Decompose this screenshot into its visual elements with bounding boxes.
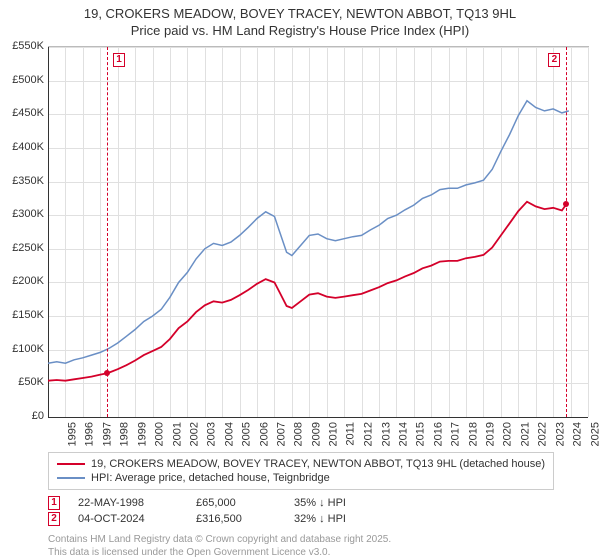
y-axis-label: £250K: [4, 242, 44, 254]
x-axis-label: 2003: [206, 422, 218, 446]
data-point-row: 2 04-OCT-2024 £316,500 32% ↓ HPI: [48, 512, 384, 526]
x-axis-label: 2000: [154, 422, 166, 446]
legend-swatch: [57, 463, 85, 465]
x-axis-label: 1995: [66, 422, 78, 446]
x-axis-label: 2022: [537, 422, 549, 446]
x-axis-label: 2008: [293, 422, 305, 446]
legend: 19, CROKERS MEADOW, BOVEY TRACEY, NEWTON…: [48, 452, 554, 490]
legend-text: HPI: Average price, detached house, Teig…: [91, 472, 330, 484]
x-axis-label: 2023: [554, 422, 566, 446]
y-axis-label: £100K: [4, 343, 44, 355]
x-axis-label: 2018: [467, 422, 479, 446]
data-point-marker: 2: [48, 512, 60, 526]
data-point-date: 22-MAY-1998: [78, 497, 178, 509]
marker-label-2: 2: [548, 53, 560, 67]
legend-text: 19, CROKERS MEADOW, BOVEY TRACEY, NEWTON…: [91, 458, 545, 470]
x-axis-label: 2009: [310, 422, 322, 446]
y-axis-label: £200K: [4, 275, 44, 287]
x-axis-label: 2017: [450, 422, 462, 446]
data-points-table: 1 22-MAY-1998 £65,000 35% ↓ HPI 2 04-OCT-2024…: [48, 494, 384, 528]
x-axis-label: 2013: [380, 422, 392, 446]
x-axis-label: 2005: [241, 422, 253, 446]
x-axis-label: 2012: [363, 422, 375, 446]
y-axis-label: £0: [4, 410, 44, 422]
y-axis-label: £50K: [4, 376, 44, 388]
footer-attribution: Contains HM Land Registry data © Crown c…: [48, 534, 391, 559]
series-price_paid: [48, 202, 566, 381]
marker-vline-1: [107, 47, 108, 417]
x-axis-label: 1996: [84, 422, 96, 446]
title-line-2: Price paid vs. HM Land Registry's House …: [131, 23, 469, 38]
data-point-price: £65,000: [196, 497, 276, 509]
marker-label-1: 1: [113, 53, 125, 67]
series-hpi: [48, 101, 569, 363]
data-point-pct: 35% ↓ HPI: [294, 497, 384, 509]
x-axis-label: 2024: [572, 422, 584, 446]
x-axis-label: 1997: [101, 422, 113, 446]
x-axis-label: 2016: [432, 422, 444, 446]
y-axis-label: £450K: [4, 107, 44, 119]
legend-row: 19, CROKERS MEADOW, BOVEY TRACEY, NEWTON…: [57, 457, 545, 471]
legend-swatch: [57, 477, 85, 479]
data-point-price: £316,500: [196, 513, 276, 525]
x-axis-label: 2010: [328, 422, 340, 446]
x-axis-label: 2011: [344, 422, 356, 446]
footer-line-1: Contains HM Land Registry data © Crown c…: [48, 534, 391, 545]
x-axis-label: 2006: [258, 422, 270, 446]
y-axis-label: £500K: [4, 74, 44, 86]
x-axis-label: 2001: [171, 422, 183, 446]
x-axis-label: 2007: [276, 422, 288, 446]
x-axis-label: 2015: [415, 422, 427, 446]
footer-line-2: This data is licensed under the Open Gov…: [48, 547, 330, 558]
x-axis-label: 2002: [188, 422, 200, 446]
chart-svg: [48, 47, 588, 417]
marker-vline-2: [566, 47, 567, 417]
y-axis-label: £400K: [4, 141, 44, 153]
x-axis-label: 2020: [502, 422, 514, 446]
y-axis-label: £550K: [4, 40, 44, 52]
plot-area: 12: [48, 46, 589, 417]
y-axis-label: £350K: [4, 175, 44, 187]
data-point-date: 04-OCT-2024: [78, 513, 178, 525]
x-axis-label: 1999: [136, 422, 148, 446]
data-point-marker: 1: [48, 496, 60, 510]
x-axis-label: 2019: [485, 422, 497, 446]
chart-container: 19, CROKERS MEADOW, BOVEY TRACEY, NEWTON…: [0, 0, 600, 560]
y-axis-label: £300K: [4, 208, 44, 220]
x-axis-label: 2014: [397, 422, 409, 446]
gridline-vertical: [588, 47, 589, 417]
data-point-pct: 32% ↓ HPI: [294, 513, 384, 525]
chart-title: 19, CROKERS MEADOW, BOVEY TRACEY, NEWTON…: [0, 0, 600, 40]
title-line-1: 19, CROKERS MEADOW, BOVEY TRACEY, NEWTON…: [84, 6, 516, 21]
x-axis-label: 1998: [119, 422, 131, 446]
x-axis-label: 2021: [519, 422, 531, 446]
x-axis-label: 2025: [589, 422, 600, 446]
x-axis-label: 2004: [223, 422, 235, 446]
x-axis: [48, 417, 588, 418]
data-point-row: 1 22-MAY-1998 £65,000 35% ↓ HPI: [48, 496, 384, 510]
y-axis-label: £150K: [4, 309, 44, 321]
legend-row: HPI: Average price, detached house, Teig…: [57, 471, 545, 485]
